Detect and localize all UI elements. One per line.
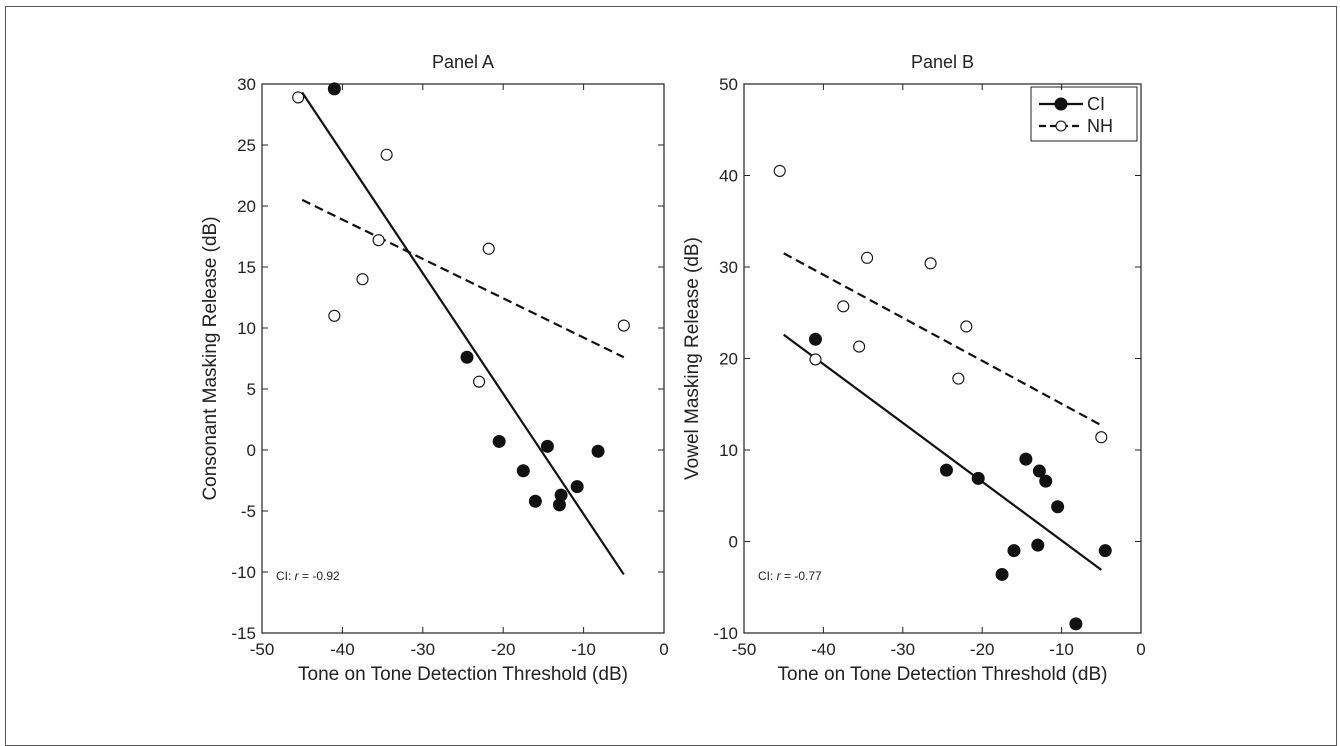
panel-a-ci-point xyxy=(591,444,605,458)
panel-b-ci-point xyxy=(1051,500,1065,514)
panel-b-nh-fit-line xyxy=(783,252,1102,427)
panel-b-ci-point xyxy=(1031,538,1045,552)
panel-a-nh-point xyxy=(473,375,486,388)
panel-b-nh-point xyxy=(924,257,937,270)
panel-b-x-tick-label: 0 xyxy=(1136,640,1145,659)
panel-a-ci-fit-line xyxy=(301,91,625,576)
panel-a-y-tick-label: 15 xyxy=(237,258,256,277)
panel-a-x-tick-label: -40 xyxy=(330,640,355,659)
panel-a-ci-point xyxy=(492,434,506,448)
panel-a-ci-point xyxy=(516,464,530,478)
panel-b-y-tick-label: 30 xyxy=(719,258,738,277)
panel-b-x-tick-label: -40 xyxy=(811,640,836,659)
panel-a-ci-point xyxy=(460,350,474,364)
panel-b-ci-point xyxy=(1069,617,1083,631)
figure-canvas: Panel A Tone on Tone Detection Threshold… xyxy=(200,52,1146,685)
panel-b-y-tick-label: 10 xyxy=(719,441,738,460)
panel-a-nh-point xyxy=(328,309,341,322)
panel-b-nh-point xyxy=(853,340,866,353)
panel-b-ci-point xyxy=(1039,474,1053,488)
panel-b-plot-area xyxy=(743,83,1142,634)
panel-b-nh-point xyxy=(861,251,874,264)
panel-a-ci-point xyxy=(327,82,341,96)
panel-b-ylabel: Vowel Masking Release (dB) xyxy=(682,237,703,480)
panel-a-y-tick-label: 0 xyxy=(247,441,256,460)
panel-a-y-tick-label: 10 xyxy=(237,319,256,338)
legend-ci-marker xyxy=(1054,97,1068,111)
legend-nh-marker xyxy=(1055,120,1067,132)
panel-b-ci-point xyxy=(995,567,1009,581)
panel-a-nh-point xyxy=(372,234,385,247)
panel-a-nh-point xyxy=(617,319,630,332)
panel-b-x-tick-label: -30 xyxy=(891,640,916,659)
panel-b-ci-point xyxy=(808,332,822,346)
panel-b-ci-point xyxy=(971,471,985,485)
panel-b-ci-point xyxy=(1098,544,1112,558)
panel-b-nh-point xyxy=(960,320,973,333)
panel-b-nh-point xyxy=(837,300,850,313)
panel-a-nh-point xyxy=(356,273,369,286)
panel-a-x-tick-label: -30 xyxy=(411,640,436,659)
panel-a-ci-point xyxy=(528,494,542,508)
panel-b-nh-point xyxy=(809,353,822,366)
panel-b-y-tick-label: 20 xyxy=(719,350,738,369)
panel-a-y-tick-label: -15 xyxy=(231,624,256,643)
panel-b-x-tick-label: -20 xyxy=(970,640,995,659)
legend-ci-label: CI xyxy=(1087,94,1105,114)
panel-a-ci-point xyxy=(540,439,554,453)
panel-b-y-tick-label: 0 xyxy=(729,533,738,552)
panel-a-xlabel: Tone on Tone Detection Threshold (dB) xyxy=(298,664,628,685)
panel-a-x-tick-label: 0 xyxy=(659,640,668,659)
panel-a-nh-point xyxy=(380,148,393,161)
panel-b-y-tick-label: -10 xyxy=(713,624,738,643)
panel-a-title: Panel A xyxy=(432,52,494,72)
panel-a: Panel A Tone on Tone Detection Threshold… xyxy=(200,52,669,685)
panel-b-ci-fit-line xyxy=(783,333,1102,571)
panel-b-x-tick-label: -50 xyxy=(732,640,757,659)
panel-a-x-tick-label: -20 xyxy=(491,640,516,659)
panel-b: Panel B Tone on Tone Detection Threshold… xyxy=(682,52,1146,685)
panel-b-correlation-note: CI: r = -0.77 xyxy=(758,569,822,583)
panel-b-nh-point xyxy=(773,164,786,177)
panel-b-ci-point xyxy=(939,463,953,477)
panel-b-nh-point xyxy=(1095,431,1108,444)
panel-a-y-tick-label: 5 xyxy=(247,380,256,399)
panel-a-y-tick-label: 20 xyxy=(237,197,256,216)
panel-a-ylabel: Consonant Masking Release (dB) xyxy=(200,216,221,500)
panel-a-x-tick-label: -10 xyxy=(571,640,596,659)
panel-b-xlabel: Tone on Tone Detection Threshold (dB) xyxy=(778,664,1108,685)
panel-b-nh-point xyxy=(952,372,965,385)
panel-b-y-tick-label: 50 xyxy=(719,75,738,94)
panel-b-ci-point xyxy=(1007,544,1021,558)
panel-a-plot-area xyxy=(261,83,665,634)
panel-a-y-tick-label: -5 xyxy=(241,502,256,521)
legend-nh-label: NH xyxy=(1087,116,1113,136)
panel-a-nh-point xyxy=(482,242,495,255)
panel-a-correlation-note: CI: r = -0.92 xyxy=(276,569,340,583)
panel-a-y-tick-label: 30 xyxy=(237,75,256,94)
panel-b-ci-point xyxy=(1032,464,1046,478)
panel-a-y-tick-label: 25 xyxy=(237,136,256,155)
legend-box xyxy=(1030,86,1138,142)
panel-b-x-tick-label: -10 xyxy=(1049,640,1074,659)
panel-a-y-tick-label: -10 xyxy=(231,563,256,582)
panel-a-nh-point xyxy=(292,91,305,104)
panel-b-ci-point xyxy=(1019,452,1033,466)
panel-a-nh-fit-line xyxy=(301,198,625,359)
panel-a-ci-point xyxy=(554,488,568,502)
panel-a-ci-point xyxy=(570,480,584,494)
panel-b-y-tick-label: 40 xyxy=(719,167,738,186)
panel-b-title: Panel B xyxy=(911,52,974,72)
panel-a-x-tick-label: -50 xyxy=(250,640,275,659)
